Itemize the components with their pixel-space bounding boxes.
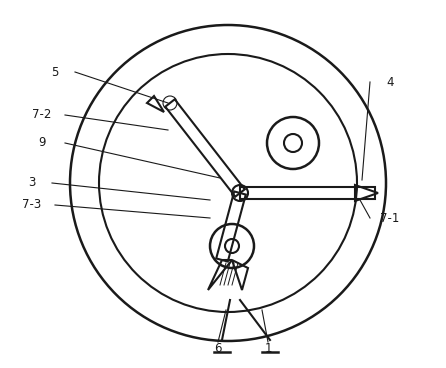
- Text: 7-3: 7-3: [22, 198, 41, 212]
- Text: 9: 9: [38, 137, 46, 149]
- Text: 7-1: 7-1: [380, 212, 400, 224]
- Text: 3: 3: [28, 177, 36, 190]
- Text: 7-2: 7-2: [32, 109, 52, 121]
- Text: 6: 6: [214, 342, 222, 354]
- Text: 4: 4: [386, 75, 394, 88]
- Text: 5: 5: [51, 66, 59, 78]
- Text: 1: 1: [264, 342, 272, 354]
